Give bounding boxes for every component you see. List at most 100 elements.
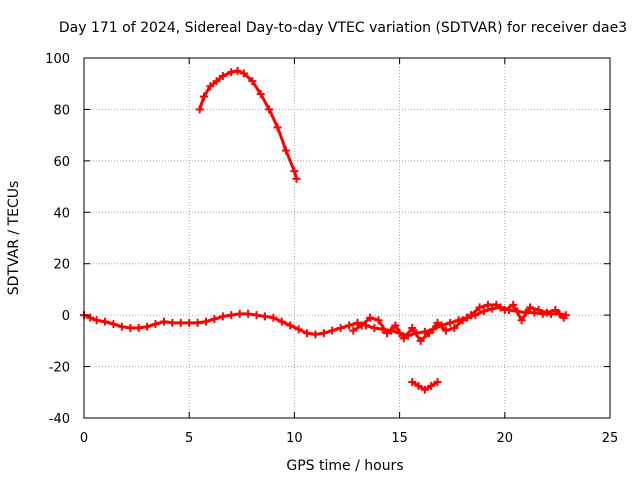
data-point: [159, 317, 168, 326]
y-tick-label: 80: [53, 103, 70, 118]
data-point: [357, 321, 366, 330]
data-point: [446, 318, 455, 327]
data-point: [370, 324, 379, 332]
data-point: [239, 69, 248, 78]
data-point: [391, 321, 400, 330]
data-point: [336, 324, 345, 332]
data-point: [328, 326, 337, 335]
y-tick-label: 40: [53, 206, 70, 221]
data-point: [345, 321, 354, 330]
data-point: [425, 329, 434, 338]
data-point: [483, 300, 492, 309]
data-point: [168, 318, 177, 327]
data-point: [218, 312, 227, 321]
data-point: [126, 324, 135, 332]
x-tick-label: 10: [286, 431, 303, 446]
data-point: [176, 318, 185, 327]
data-point: [526, 303, 535, 312]
chart-title: Day 171 of 2024, Sidereal Day-to-day VTE…: [59, 20, 627, 36]
ticks: 0 5 10 15 20 25 -40 -20 0 20 40 60 80 100: [45, 52, 618, 446]
series-layer: [80, 66, 570, 394]
data-point: [492, 300, 501, 309]
data-point: [281, 146, 290, 155]
data-point: [227, 311, 236, 320]
data-point: [433, 378, 442, 386]
data-point: [467, 311, 476, 320]
data-point: [408, 324, 417, 332]
data-point: [559, 313, 568, 322]
y-tick-label: 0: [62, 309, 70, 324]
data-point: [199, 92, 208, 101]
x-axis-label: GPS time / hours: [286, 458, 403, 474]
data-point: [134, 324, 143, 332]
data-point: [218, 72, 227, 80]
data-point: [256, 90, 265, 98]
data-point: [458, 316, 467, 325]
x-tick-label: 5: [185, 431, 193, 446]
data-point: [349, 326, 358, 335]
data-point: [517, 316, 526, 325]
x-tick-label: 0: [80, 431, 88, 446]
data-point: [273, 123, 282, 132]
data-point: [382, 329, 391, 338]
data-point: [185, 318, 194, 327]
data-point: [399, 334, 408, 343]
data-point: [353, 318, 362, 327]
data-point: [500, 306, 509, 314]
data-point: [542, 308, 551, 317]
x-tick-label: 15: [391, 431, 408, 446]
data-point: [290, 167, 299, 176]
data-point: [509, 300, 518, 309]
data-point: [277, 317, 286, 326]
data-point: [202, 317, 211, 326]
y-tick-label: 20: [53, 258, 70, 273]
data-point: [235, 309, 244, 318]
grid: [84, 58, 610, 418]
data-point: [193, 318, 202, 327]
data-point: [366, 313, 375, 322]
data-point: [319, 329, 328, 338]
y-tick-label: -40: [49, 412, 70, 427]
data-point: [420, 327, 429, 336]
data-point: [433, 318, 442, 327]
data-point: [420, 385, 429, 394]
data-point: [210, 315, 219, 323]
x-tick-label: 20: [497, 431, 514, 446]
data-point: [441, 326, 450, 335]
plot-frame: [83, 57, 611, 419]
series-line-scatter-band: [351, 303, 566, 343]
data-point: [143, 322, 152, 331]
data-point: [294, 325, 303, 334]
data-point: [92, 316, 101, 325]
data-point: [269, 313, 278, 322]
data-point: [86, 313, 95, 322]
data-point: [286, 321, 295, 330]
data-point: [233, 66, 242, 75]
data-point: [206, 82, 215, 91]
data-point: [212, 77, 221, 86]
data-point: [551, 306, 560, 314]
data-point: [151, 320, 160, 329]
data-point: [311, 330, 320, 339]
data-point: [475, 303, 484, 312]
data-point: [101, 317, 110, 326]
data-point: [244, 309, 253, 318]
data-point: [416, 336, 425, 345]
data-point: [427, 381, 436, 390]
y-tick-label: 100: [45, 52, 70, 67]
data-point: [303, 329, 312, 338]
data-point: [479, 307, 488, 316]
data-point: [248, 77, 257, 86]
data-point: [408, 378, 417, 386]
data-point: [414, 381, 423, 390]
data-point: [265, 105, 274, 114]
data-point: [227, 68, 236, 77]
data-point: [534, 306, 543, 314]
data-point: [252, 311, 261, 320]
data-point: [260, 312, 269, 321]
data-point: [292, 174, 301, 183]
x-tick-label: 25: [602, 431, 619, 446]
y-tick-label: 60: [53, 155, 70, 170]
y-tick-label: -20: [49, 361, 70, 376]
